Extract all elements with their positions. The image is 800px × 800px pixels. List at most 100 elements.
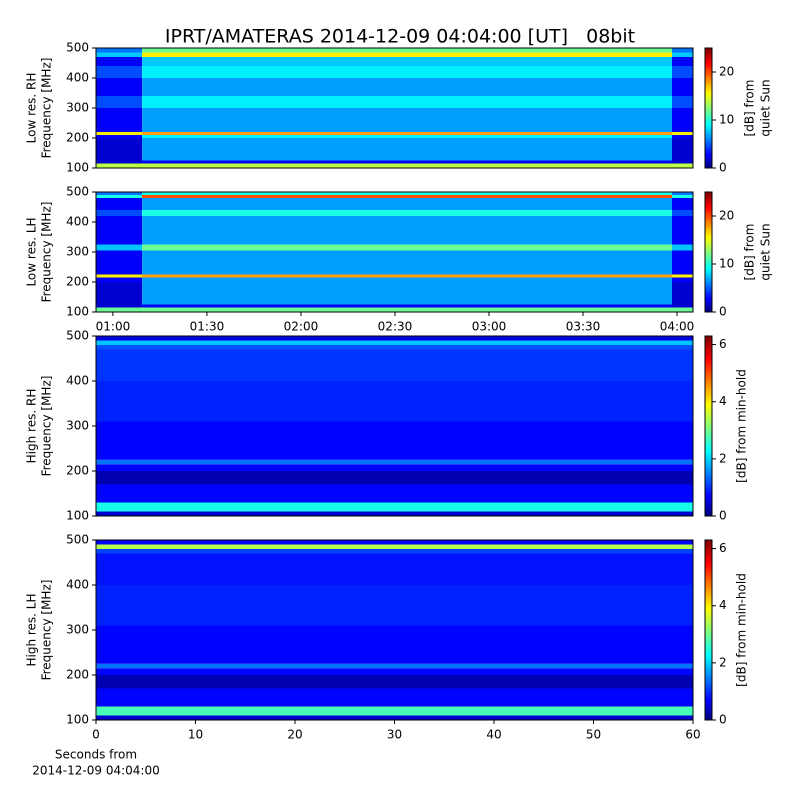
- colorbar-tick-label: 0: [719, 713, 727, 727]
- heatmap-cell: [96, 688, 693, 707]
- heatmap-cell: [96, 668, 693, 675]
- heatmap-cell: [96, 349, 693, 381]
- heatmap-cell: [142, 282, 673, 305]
- heatmap-cell: [96, 96, 143, 108]
- heatmap-cell: [96, 132, 143, 135]
- heatmap-cell: [142, 192, 673, 195]
- colorbar-tick-label: 2: [719, 451, 727, 465]
- heatmap-cell: [96, 464, 693, 471]
- heatmap-cell: [142, 244, 673, 251]
- heatmap-cell: [672, 66, 693, 78]
- y-tick-label: 400: [66, 374, 89, 388]
- x-tick-label: 50: [586, 728, 601, 742]
- heatmap-cell: [672, 307, 693, 312]
- heatmap-cell: [96, 553, 693, 585]
- y-axis-label: Frequency [MHz]: [40, 202, 54, 303]
- heatmap-cell: [672, 222, 693, 245]
- heatmap-cell: [96, 216, 143, 222]
- heatmap-cell: [142, 108, 673, 132]
- heatmap-cell: [142, 198, 673, 210]
- colorbar-label: [dB] from: [743, 80, 757, 137]
- heatmap-cell: [142, 163, 673, 168]
- colorbar-label: quiet Sun: [759, 79, 773, 136]
- heatmap-cell: [96, 484, 693, 503]
- colorbar-tick-label: 20: [719, 65, 734, 79]
- x-tick-label: 02:30: [378, 320, 413, 334]
- y-tick-label: 400: [66, 578, 89, 592]
- colorbar-tick-label: 10: [719, 113, 734, 127]
- heatmap-cell: [96, 340, 693, 345]
- colorbar: [704, 191, 713, 313]
- x-tick-label: 40: [486, 728, 501, 742]
- y-tick-label: 100: [66, 161, 89, 175]
- heatmap-cell: [96, 421, 693, 460]
- y-tick-label: 500: [66, 185, 89, 199]
- heatmap-cell: [96, 675, 693, 689]
- heatmap-cell: [672, 250, 693, 275]
- y-tick-label: 300: [66, 101, 89, 115]
- heatmap-cell: [96, 108, 143, 132]
- heatmap-cell: [672, 96, 693, 108]
- y-axis-label: Low res. LH: [25, 217, 39, 286]
- heatmap-cell: [142, 57, 673, 66]
- y-axis-label: Low res. RH: [25, 73, 39, 144]
- colorbar-tick-label: 10: [719, 257, 734, 271]
- y-axis-label: High res. LH: [25, 593, 39, 666]
- colorbar-tick-label: 4: [719, 394, 727, 408]
- heatmap-cell: [142, 250, 673, 275]
- x-tick-label: 01:00: [96, 320, 131, 334]
- heatmap-cell: [96, 160, 143, 164]
- y-tick-label: 100: [66, 509, 89, 523]
- colorbar-tick-label: 0: [719, 305, 727, 319]
- chart-title: IPRT/AMATERAS 2014-12-09 04:04:00 [UT] 0…: [165, 26, 635, 48]
- heatmap-cell: [96, 138, 143, 161]
- heatmap-cell: [96, 195, 143, 198]
- heatmap-cell: [142, 216, 673, 222]
- heatmap-cell: [672, 198, 693, 210]
- colorbar: [704, 47, 713, 169]
- y-tick-label: 200: [66, 464, 89, 478]
- colorbar-tick-label: 6: [719, 541, 727, 555]
- heatmap-cell: [96, 57, 143, 66]
- colorbar-tick-label: 20: [719, 209, 734, 223]
- heatmap-cell: [96, 52, 143, 57]
- y-tick-label: 300: [66, 419, 89, 433]
- colorbar-label: quiet Sun: [759, 223, 773, 280]
- y-axis-label: Frequency [MHz]: [40, 58, 54, 159]
- heatmap-cell: [142, 222, 673, 245]
- heatmap-cell: [96, 304, 143, 308]
- heatmap-cell: [672, 48, 693, 53]
- heatmap-cell: [96, 277, 143, 282]
- heatmap-cell: [96, 282, 143, 305]
- x-tick-label: 03:00: [472, 320, 507, 334]
- x-tick-label: 01:30: [190, 320, 225, 334]
- heatmap-cell: [672, 192, 693, 195]
- y-tick-label: 400: [66, 215, 89, 229]
- heatmap-cell: [142, 195, 673, 198]
- heatmap-cell: [96, 459, 693, 465]
- y-tick-label: 100: [66, 713, 89, 727]
- colorbar: [704, 539, 713, 721]
- heatmap-cell: [96, 192, 143, 195]
- heatmap-cell: [96, 274, 143, 278]
- x-tick-label: 0: [92, 728, 100, 742]
- heatmap-cell: [672, 277, 693, 282]
- heatmap-cell: [672, 210, 693, 216]
- y-tick-label: 200: [66, 275, 89, 289]
- x-tick-label: 60: [685, 728, 700, 742]
- heatmap-cell: [96, 381, 693, 422]
- heatmap-cell: [672, 132, 693, 135]
- heatmap-cell: [142, 304, 673, 308]
- heatmap-cell: [142, 210, 673, 216]
- heatmap-cell: [672, 57, 693, 66]
- colorbar-tick-label: 2: [719, 655, 727, 669]
- heatmap-cell: [96, 48, 143, 53]
- heatmap-cell: [672, 160, 693, 164]
- y-tick-label: 500: [66, 329, 89, 343]
- heatmap-cell: [96, 244, 143, 251]
- heatmap-cell: [96, 625, 693, 664]
- y-tick-label: 300: [66, 623, 89, 637]
- x-tick-label: 02:00: [284, 320, 319, 334]
